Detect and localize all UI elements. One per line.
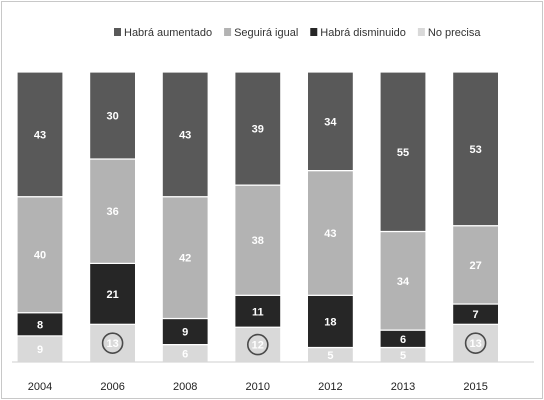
x-tick-label-2012: 2012 xyxy=(318,381,342,393)
legend-swatch xyxy=(310,28,318,36)
highlight-circle-2006 xyxy=(101,332,124,354)
x-tick-label-2008: 2008 xyxy=(173,381,197,393)
data-label-seguira-igual-2012: 43 xyxy=(324,228,336,240)
x-tick-label-2013: 2013 xyxy=(391,381,415,393)
legend: Habrá aumentado Seguirá igual Habrá dismin… xyxy=(114,27,481,39)
data-label-habra-disminuido-2004: 8 xyxy=(37,319,43,331)
x-tick-label-2015: 2015 xyxy=(463,381,487,393)
data-label-habra-disminuido-2006: 21 xyxy=(106,289,118,301)
legend-item-seguira-igual: Seguirá igual xyxy=(224,27,298,39)
legend-item-habra-disminuido: Habrá disminuido xyxy=(310,27,406,39)
data-label-no-precisa-2012: 5 xyxy=(327,350,333,362)
data-label-seguira-igual-2008: 42 xyxy=(179,253,191,265)
data-label-habra-aumentado-2013: 55 xyxy=(397,147,409,159)
bar-segment-seguira-igual-2012 xyxy=(306,170,354,296)
bar-segment-seguira-igual-2006 xyxy=(88,158,137,265)
bar-segment-no-precisa-2015 xyxy=(452,323,500,363)
x-tick-label-2006: 2006 xyxy=(100,381,124,393)
bar-segment-habra-aumentado-2015 xyxy=(452,71,500,227)
data-label-no-precisa-2008: 6 xyxy=(182,348,188,360)
bar-group-2004: 9 8 40 43 xyxy=(16,71,64,363)
data-label-habra-aumentado-2012: 34 xyxy=(324,116,337,128)
legend-swatch xyxy=(224,28,232,36)
data-label-seguira-igual-2004: 40 xyxy=(34,250,46,262)
legend-swatch xyxy=(114,28,121,36)
data-label-no-precisa-2015: 13 xyxy=(469,338,481,350)
data-label-seguira-igual-2013: 34 xyxy=(397,276,410,288)
data-label-habra-disminuido-2010: 11 xyxy=(252,306,264,318)
bar-segment-habra-disminuido-2008 xyxy=(161,317,209,346)
data-label-habra-aumentado-2004: 43 xyxy=(34,129,46,141)
bar-segment-habra-disminuido-2006 xyxy=(88,262,137,325)
x-axis-ticks: 2004 2006 2008 2010 2012 2013 2015 xyxy=(28,381,488,393)
bar-group-2008: 6 9 42 43 xyxy=(161,71,209,363)
data-label-seguira-igual-2010: 38 xyxy=(252,235,264,247)
data-label-habra-aumentado-2015: 53 xyxy=(469,144,481,156)
legend-label: Habrá aumentado xyxy=(124,27,212,39)
legend-label: Habrá disminuido xyxy=(320,27,406,39)
bar-segment-seguira-igual-2015 xyxy=(452,225,500,305)
bar-group-2010: 12 11 38 39 xyxy=(234,71,282,363)
legend-item-no-precisa: No precisa xyxy=(417,27,481,39)
bar-segment-habra-aumentado-2004 xyxy=(16,71,64,198)
data-label-habra-disminuido-2008: 9 xyxy=(182,327,188,339)
highlight-circle-2015 xyxy=(464,332,487,354)
bar-segment-habra-aumentado-2008 xyxy=(161,71,209,198)
data-label-no-precisa-2010: 12 xyxy=(252,340,264,352)
legend-label: No precisa xyxy=(428,27,481,39)
x-tick-label-2010: 2010 xyxy=(246,381,270,393)
bars: 9840431321363069424312113839518433456345… xyxy=(16,71,500,363)
data-label-habra-disminuido-2015: 7 xyxy=(473,309,479,321)
bar-segment-seguira-igual-2010 xyxy=(234,184,282,296)
data-label-seguira-igual-2006: 36 xyxy=(106,206,118,218)
bar-segment-no-precisa-2010 xyxy=(234,326,282,363)
legend-label: Seguirá igual xyxy=(234,27,298,39)
bar-segment-seguira-igual-2013 xyxy=(379,230,427,331)
bar-group-2013: 5 6 34 55 xyxy=(379,71,427,363)
bar-segment-habra-aumentado-2013 xyxy=(379,71,427,233)
bar-group-2012: 5 18 43 34 xyxy=(306,71,354,363)
legend-item-habra-aumentado: Habrá aumentado xyxy=(114,27,212,39)
data-label-no-precisa-2006: 13 xyxy=(106,338,118,350)
bar-group-2006: 13 21 36 30 xyxy=(88,71,137,363)
data-label-habra-aumentado-2008: 43 xyxy=(179,129,191,141)
highlight-circle-2010 xyxy=(247,333,269,356)
data-label-habra-disminuido-2012: 18 xyxy=(324,316,336,328)
bar-segment-habra-aumentado-2010 xyxy=(234,71,282,186)
data-label-no-precisa-2004: 9 xyxy=(37,344,43,356)
legend-swatch xyxy=(417,28,425,36)
data-label-no-precisa-2013: 5 xyxy=(400,350,406,362)
bar-segment-habra-aumentado-2006 xyxy=(88,71,137,160)
bar-segment-habra-disminuido-2012 xyxy=(306,294,354,349)
data-label-seguira-igual-2015: 27 xyxy=(469,260,481,272)
data-label-habra-aumentado-2006: 30 xyxy=(106,111,118,123)
data-label-habra-aumentado-2010: 39 xyxy=(252,124,264,136)
data-label-habra-disminuido-2013: 6 xyxy=(400,334,406,346)
x-tick-label-2004: 2004 xyxy=(28,381,52,393)
bar-segment-habra-aumentado-2012 xyxy=(306,71,354,172)
bar-group-2015: 13 7 27 53 xyxy=(452,71,500,363)
bar-segment-no-precisa-2004 xyxy=(16,335,64,363)
